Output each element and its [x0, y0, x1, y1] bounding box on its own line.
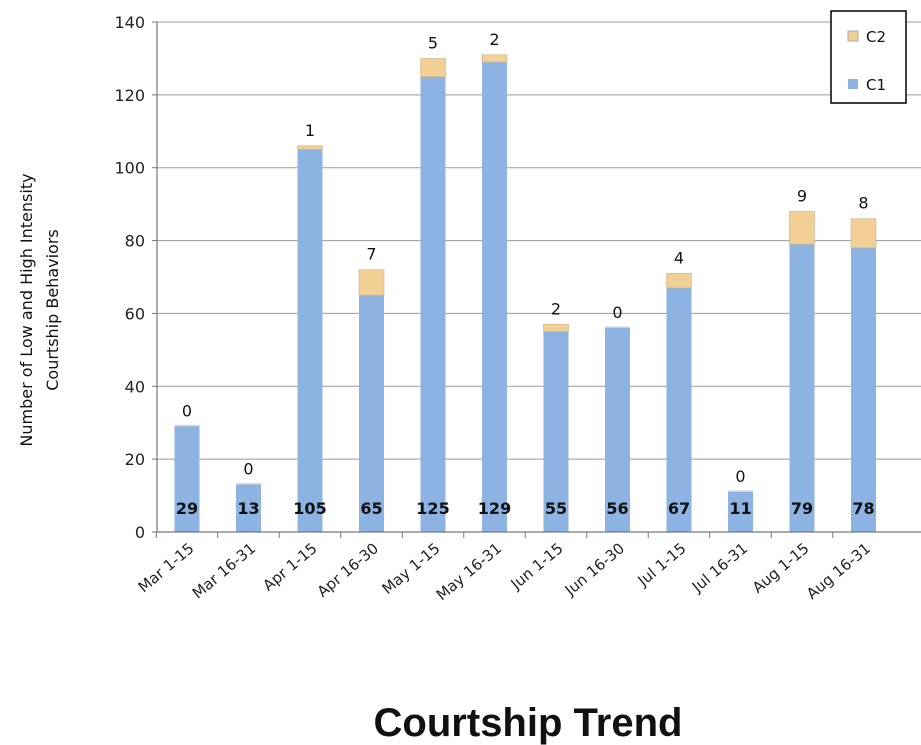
data-label-c2-5: 2	[489, 30, 499, 49]
legend-label-c2: C2	[866, 28, 886, 46]
data-label-c2-10: 9	[797, 186, 807, 205]
bar-c2-2	[297, 145, 323, 150]
data-label-c1-4: 125	[416, 499, 449, 518]
bar-c2-8	[666, 273, 692, 289]
data-label-c1-2: 105	[293, 499, 326, 518]
data-label-c1-7: 56	[606, 499, 628, 518]
y-tick-label-0: 0	[135, 523, 145, 542]
data-label-c1-10: 79	[791, 499, 813, 518]
x-tick-label-group-5: May 16-31	[433, 539, 505, 604]
bar-c2-3	[358, 269, 385, 296]
x-tick-label-5: May 16-31	[433, 539, 505, 604]
legend-box	[830, 10, 907, 104]
y-axis-title: Number of Low and High Intensity Courtsh…	[17, 173, 62, 446]
gridlines	[157, 21, 921, 460]
y-tick-label-20: 20	[125, 450, 145, 469]
x-tick-label-11: Aug 16-31	[803, 539, 874, 603]
x-tick-label-group-6: Jun 1-15	[507, 539, 567, 593]
x-tick-label-1: Mar 16-31	[189, 539, 259, 602]
data-label-c1-1: 13	[237, 499, 259, 518]
data-label-c1-5: 129	[478, 499, 511, 518]
y-tick-label-40: 40	[125, 377, 145, 396]
data-label-c2-3: 7	[366, 245, 376, 264]
y-tick-label-80: 80	[125, 232, 145, 251]
bar-c1-3	[359, 295, 384, 532]
y-tick-label-60: 60	[125, 304, 145, 323]
bar-c2-6	[543, 324, 569, 332]
x-tick-label-8: Jul 1-15	[634, 539, 690, 590]
x-tick-label-9: Jul 16-31	[688, 539, 751, 596]
y-tick-label-120: 120	[114, 86, 145, 105]
bar-c2-7	[605, 326, 630, 328]
x-tick-label-6: Jun 1-15	[507, 539, 567, 593]
bar-c1-5	[482, 62, 507, 532]
x-tick-label-3: Apr 16-30	[314, 539, 382, 601]
x-tick-label-group-1: Mar 16-31	[189, 539, 259, 602]
bar-c1-6	[543, 331, 569, 532]
data-label-c2-9: 0	[735, 467, 745, 486]
bar-c2-11	[850, 218, 877, 249]
data-label-c1-0: 29	[176, 499, 198, 518]
legend: C2 C1	[830, 10, 907, 104]
bar-c1-0	[174, 426, 200, 532]
chart-title: Courtship Trend	[374, 701, 683, 745]
x-tick-label-group-8: Jul 1-15	[634, 539, 690, 590]
legend-swatch-c1	[848, 79, 858, 89]
x-tick-label-group-7: Jun 16-30	[561, 539, 628, 600]
bar-c1-9	[728, 491, 753, 532]
bar-c2-1	[236, 483, 261, 485]
y-axis-title-line1: Number of Low and High Intensity	[17, 173, 36, 446]
bar-c2-4	[420, 58, 446, 77]
data-label-c1-3: 65	[360, 499, 382, 518]
x-tick-label-group-3: Apr 16-30	[314, 539, 382, 601]
x-tick-label-7: Jun 16-30	[561, 539, 628, 600]
data-label-c1-11: 78	[852, 499, 874, 518]
bar-c1-8	[666, 287, 692, 532]
bar-c2-5	[481, 54, 508, 63]
x-tick-label-group-9: Jul 16-31	[688, 539, 751, 596]
x-tick-label-0: Mar 1-15	[135, 539, 198, 596]
bar-c2-9	[728, 490, 753, 492]
data-label-c2-6: 2	[551, 299, 561, 318]
bar-c1-10	[789, 244, 815, 532]
y-tick-label-140: 140	[114, 13, 145, 32]
y-axis: 0 20 40 60 80 100 120 140	[114, 13, 158, 542]
x-tick-label-2: Apr 1-15	[259, 539, 320, 594]
data-label-c2-1: 0	[243, 460, 253, 479]
legend-swatch-c2	[847, 30, 859, 42]
data-label-c2-7: 0	[612, 303, 622, 322]
data-label-c2-2: 1	[305, 121, 315, 140]
y-axis-title-line2: Courtship Behaviors	[43, 229, 62, 391]
data-label-c2-4: 5	[428, 33, 438, 52]
bar-c1-7	[605, 328, 630, 532]
bars: 29 0 13 0 105 1 65 7 125 5 129 2 55 2 56 0 67 4 11 0 79 9 78 8	[174, 30, 877, 533]
bar-c2-10	[789, 211, 815, 245]
bar-c1-2	[297, 149, 323, 532]
data-label-c2-11: 8	[858, 194, 868, 213]
x-tick-label-group-11: Aug 16-31	[803, 539, 874, 603]
x-tick-label-group-0: Mar 1-15	[135, 539, 198, 596]
y-tick-label-100: 100	[114, 159, 145, 178]
data-label-c1-6: 55	[545, 499, 567, 518]
x-tick-label-group-2: Apr 1-15	[259, 539, 320, 594]
data-label-c1-9: 11	[729, 499, 751, 518]
data-label-c2-0: 0	[182, 401, 192, 420]
legend-label-c1: C1	[866, 76, 886, 94]
data-label-c2-8: 4	[674, 248, 684, 267]
bar-c1-4	[420, 76, 446, 533]
data-label-c1-8: 67	[668, 499, 690, 518]
bar-c1-11	[851, 247, 876, 532]
bar-c1-1	[236, 484, 261, 532]
bar-c2-0	[174, 424, 200, 427]
